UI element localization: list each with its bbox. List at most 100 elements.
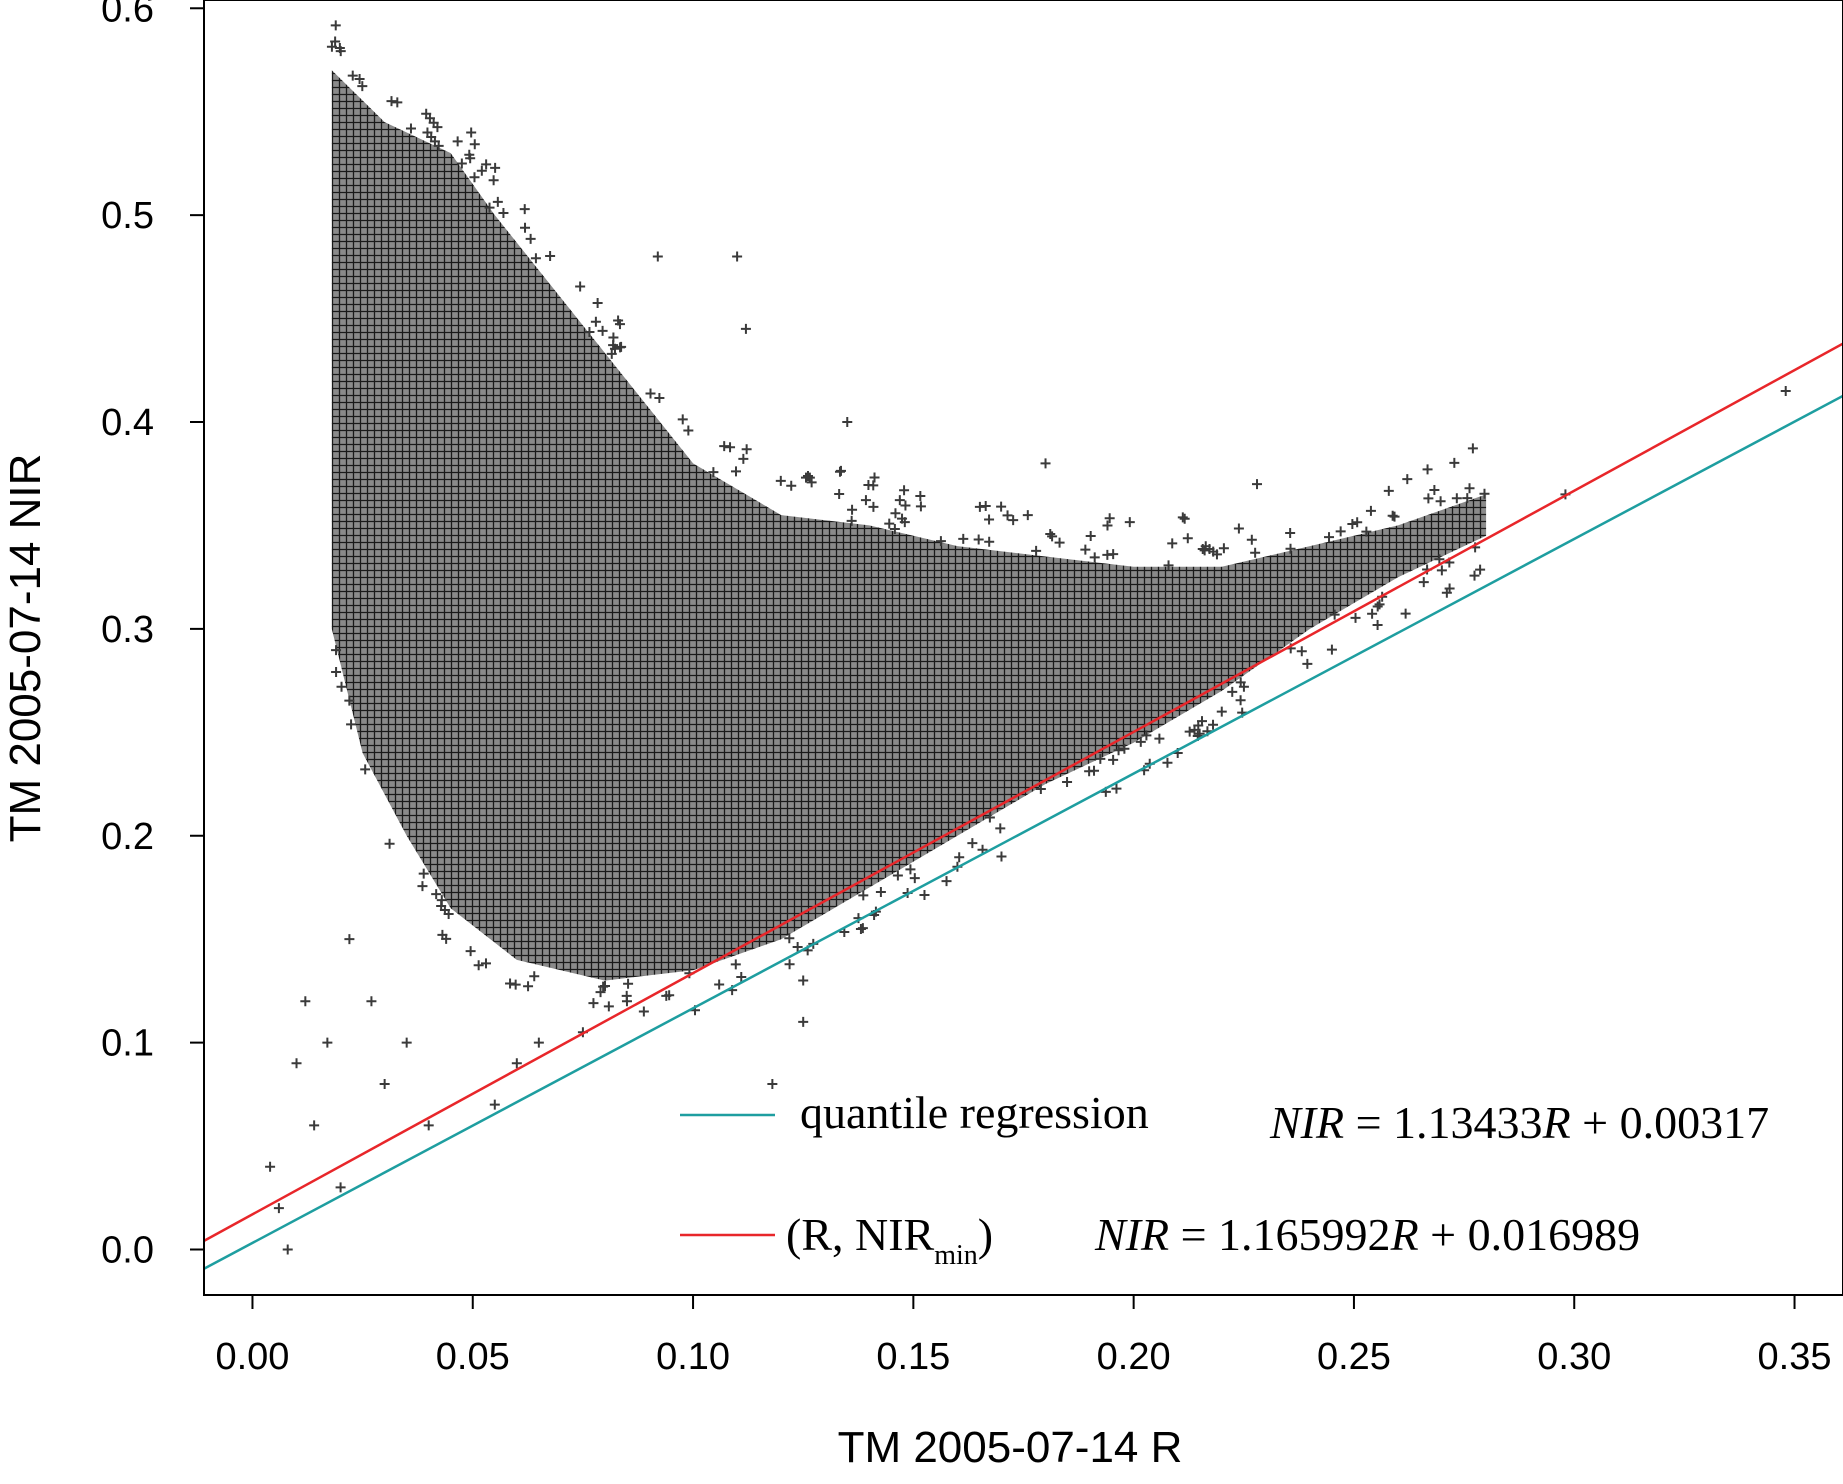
scatter-point — [326, 41, 337, 52]
scatter-point — [575, 281, 586, 292]
scatter-point — [492, 196, 503, 207]
outlier-point — [273, 1203, 284, 1214]
scatter-point — [738, 453, 749, 464]
scatter-point — [1182, 533, 1193, 544]
outlier-point — [300, 996, 311, 1007]
scatter-point — [1141, 730, 1152, 741]
legend-eq-var-2: R — [1390, 1209, 1419, 1260]
x-tick-label: 0.00 — [215, 1336, 289, 1378]
outlier-point — [322, 1037, 333, 1048]
legend-eq-rhs-2: + 0.016989 — [1419, 1209, 1640, 1260]
scatter-point — [1469, 570, 1480, 581]
scatter-point — [418, 868, 429, 879]
scatter-point — [884, 518, 895, 529]
scatter-point — [1429, 484, 1440, 495]
scatter-point — [741, 444, 752, 455]
outlier-point — [996, 851, 1007, 862]
scatter-point — [498, 208, 509, 219]
scatter-point — [1163, 560, 1174, 571]
scatter-point — [725, 442, 736, 453]
scatter-point — [1179, 513, 1190, 524]
legend-label-nir-min-close: ) — [978, 1209, 993, 1260]
scatter-point — [980, 501, 991, 512]
x-tick-label: 0.25 — [1317, 1336, 1391, 1378]
scatter-point — [1054, 537, 1065, 548]
scatter-point — [1080, 544, 1091, 555]
scatter-point — [1135, 736, 1146, 747]
scatter-point — [456, 158, 467, 169]
scatter-point — [336, 681, 347, 692]
scatter-point — [802, 471, 813, 482]
scatter-point — [1250, 547, 1261, 558]
x-tick-label: 0.35 — [1758, 1336, 1832, 1378]
scatter-point — [433, 140, 444, 151]
scatter-point — [1111, 783, 1122, 794]
scatter-point — [1002, 510, 1013, 521]
scatter-point — [590, 316, 601, 327]
scatter-point — [1347, 518, 1358, 529]
scatter-point — [1246, 534, 1257, 545]
scatter-point — [465, 946, 476, 957]
x-tick-label: 0.15 — [876, 1336, 950, 1378]
scatter-point — [1089, 552, 1100, 563]
scatter-point — [714, 979, 725, 990]
outlier-point — [423, 1120, 434, 1131]
scatter-point — [597, 325, 608, 336]
scatter-point — [1374, 599, 1385, 610]
scatter-point — [600, 981, 611, 992]
scatter-point — [473, 960, 484, 971]
scatter-point — [476, 165, 487, 176]
scatter-point — [1464, 483, 1475, 494]
y-tick-label: 0.2 — [101, 816, 154, 858]
outlier-point — [265, 1161, 276, 1172]
scatter-point — [609, 343, 620, 354]
scatter-point — [1095, 753, 1106, 764]
scatter-point — [1372, 601, 1383, 612]
scatter-point — [1184, 726, 1195, 737]
scatter-point — [863, 479, 874, 490]
scatter-point — [1367, 608, 1378, 619]
scatter-point — [392, 97, 403, 108]
scatter-point — [708, 467, 719, 478]
legend-label-nir-min-main: (R, NIR — [786, 1209, 935, 1260]
scatter-point — [1102, 520, 1113, 531]
scatter-point — [683, 425, 694, 436]
outlier-point — [740, 323, 751, 334]
legend-eq-mid-2: = 1.165992 — [1169, 1209, 1390, 1260]
scatter-point — [868, 501, 879, 512]
scatter-point — [510, 979, 521, 990]
scatter-point — [847, 504, 858, 515]
scatter-point — [1350, 612, 1361, 623]
outlier-point — [1252, 479, 1263, 490]
scatter-point — [523, 981, 534, 992]
y-tick-label: 0.0 — [101, 1229, 154, 1271]
scatter-point — [899, 485, 910, 496]
scatter-point — [603, 1001, 614, 1012]
outlier-point — [489, 1099, 500, 1110]
scatter-point — [890, 508, 901, 519]
scatter-point — [996, 501, 1007, 512]
scatter-point — [606, 348, 617, 359]
scatter-point — [1085, 530, 1096, 541]
legend-eq-lhs-1: NIR — [1269, 1097, 1344, 1148]
scatter-point — [417, 881, 428, 892]
scatter-point — [784, 959, 795, 970]
x-tick-label: 0.30 — [1537, 1336, 1611, 1378]
scatter-point — [330, 20, 341, 31]
scatter-point — [1119, 743, 1130, 754]
scatter-point — [1372, 620, 1383, 631]
scatter-point — [941, 876, 952, 887]
scatter-point — [490, 162, 501, 173]
legend-eq-mid-1: = 1.13433 — [1344, 1097, 1542, 1148]
scatter-point — [481, 159, 492, 170]
scatter-point — [954, 852, 965, 863]
outlier-point — [732, 251, 743, 262]
scatter-point — [775, 475, 786, 486]
scatter-point — [519, 204, 530, 215]
scatter-point — [520, 222, 531, 233]
scatter-point — [354, 74, 365, 85]
scatter-point — [834, 466, 845, 477]
scatter-point — [335, 46, 346, 57]
scatter-point — [984, 536, 995, 547]
scatter-point — [545, 250, 556, 261]
